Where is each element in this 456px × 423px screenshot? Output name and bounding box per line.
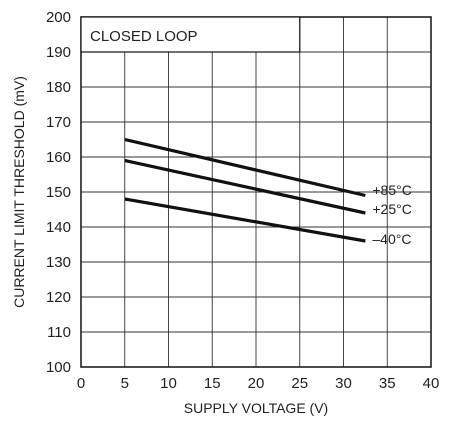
series-line <box>124 197 366 243</box>
y-tick-label: 180 <box>46 79 71 96</box>
x-tick-labels: 0 5 10 15 20 25 30 35 40 <box>77 375 440 392</box>
x-tick-label: 35 <box>379 375 396 392</box>
x-tick-label: 20 <box>248 375 265 392</box>
x-tick-label: 10 <box>160 375 177 392</box>
y-tick-label: 150 <box>46 184 71 201</box>
y-tick-label: 190 <box>46 44 71 61</box>
x-tick-label: 0 <box>77 375 85 392</box>
y-tick-label: 120 <box>46 289 71 306</box>
series-labels: +85°C +25°C –40°C <box>372 182 411 247</box>
y-tick-labels: 100 110 120 130 140 150 160 170 180 190 200 <box>46 9 71 376</box>
x-tick-label: 40 <box>423 375 440 392</box>
y-tick-label: 160 <box>46 149 71 166</box>
x-tick-label: 25 <box>291 375 308 392</box>
series-label: –40°C <box>372 231 411 247</box>
y-axis-label: CURRENT LIMIT THRESHOLD (mV) <box>11 76 27 308</box>
y-tick-label: 170 <box>46 114 71 131</box>
y-tick-label: 110 <box>47 324 71 341</box>
x-axis-label: SUPPLY VOLTAGE (V) <box>184 400 328 416</box>
x-tick-label: 15 <box>204 375 221 392</box>
series-lines <box>124 137 366 243</box>
series-line <box>124 158 366 215</box>
y-tick-label: 140 <box>46 219 71 236</box>
annotation-box <box>80 16 301 53</box>
y-tick-label: 100 <box>46 359 71 376</box>
x-tick-label: 5 <box>121 375 129 392</box>
series-label: +25°C <box>372 201 411 217</box>
series-line <box>124 137 366 198</box>
x-tick-label: 30 <box>335 375 352 392</box>
y-tick-label: 130 <box>46 254 71 271</box>
annotation-text: CLOSED LOOP <box>90 28 198 45</box>
y-tick-label: 200 <box>46 9 71 26</box>
series-label: +85°C <box>372 182 411 198</box>
